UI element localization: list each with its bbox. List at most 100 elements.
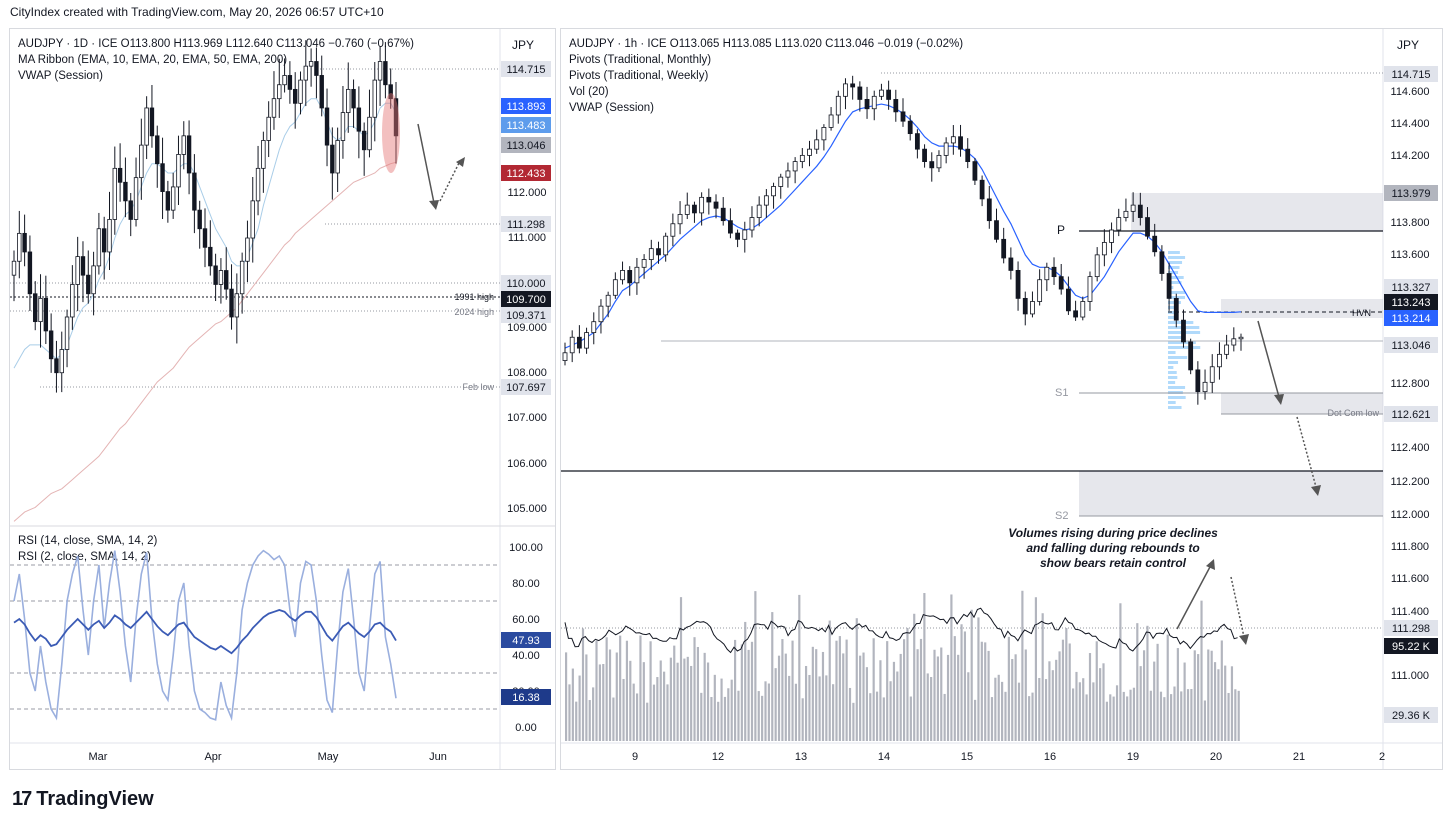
candle-body — [324, 107, 330, 146]
candle-body — [785, 170, 791, 178]
volume-bar — [845, 639, 848, 741]
left-y-tick: 108.000 — [507, 367, 547, 379]
candle-body — [886, 89, 892, 100]
volume-bar — [764, 681, 767, 741]
volume-bars — [565, 590, 1240, 741]
right-x-tick: 9 — [632, 751, 638, 763]
volume-profile-bar — [1168, 346, 1201, 349]
candle-body — [677, 214, 683, 225]
right-x-tick: 15 — [961, 751, 973, 763]
price-label: 95.22 K — [1392, 641, 1431, 653]
volume-bar — [581, 628, 585, 741]
candle-body — [756, 204, 762, 218]
price-label: 111.298 — [1392, 623, 1430, 635]
volume-bar — [690, 665, 693, 741]
pivot-s1-label: S1 — [1055, 387, 1068, 399]
label-1991-high: 1991 high — [454, 292, 494, 302]
candle-body — [38, 298, 43, 323]
volume-bar — [801, 698, 804, 741]
daily-candles — [11, 40, 399, 393]
candle-body — [965, 148, 971, 162]
hourly-candles — [562, 75, 1244, 405]
volume-bar — [1166, 634, 1169, 741]
volume-bar — [1227, 692, 1230, 741]
volume-bar — [1234, 689, 1237, 741]
right-y-tick: 111.600 — [1391, 573, 1429, 585]
left-chart-panel[interactable]: JPY AUDJPY · 1D · ICE O113.800 H113.969 … — [9, 28, 556, 770]
volume-bar — [1102, 663, 1105, 741]
volume-bar — [798, 594, 801, 741]
volume-profile-bar — [1168, 321, 1194, 324]
volume-bar — [1075, 671, 1078, 741]
candle-body — [771, 186, 776, 197]
volume-bar — [730, 679, 733, 741]
candle-body — [576, 336, 582, 349]
footer-brand-text: TradingView — [36, 788, 154, 810]
volume-bar — [953, 636, 956, 741]
volume-ma-line — [564, 607, 1238, 654]
candle-body — [1044, 266, 1050, 281]
candle-body — [1094, 254, 1100, 278]
right-x-tick: 2 — [1379, 751, 1385, 763]
volume-bar — [774, 668, 777, 741]
candle-body — [346, 88, 351, 114]
rebound-arrow-head — [456, 157, 465, 167]
volume-bar — [842, 653, 845, 741]
down-arrow-head — [429, 200, 439, 210]
footer-brand[interactable]: 17 TradingView — [12, 788, 154, 811]
candle-body — [1022, 297, 1028, 315]
volume-bar — [825, 675, 828, 741]
volume-bar — [869, 693, 872, 741]
volume-profile-bar — [1168, 376, 1178, 379]
candle-body — [799, 154, 805, 162]
candle-body — [979, 179, 985, 200]
volume-bar — [933, 649, 936, 741]
volume-bar — [903, 639, 906, 741]
volume-bar — [625, 640, 629, 741]
candle-body — [27, 251, 33, 295]
price-label: 109.700 — [506, 294, 546, 306]
right-y-tick: 113.800 — [1391, 217, 1430, 229]
candle-body — [1195, 369, 1201, 393]
candle-body — [335, 140, 340, 174]
volume-profile-bar — [1168, 316, 1176, 319]
candle-body — [112, 167, 118, 220]
volume-bar — [632, 683, 635, 741]
volume-bar — [1203, 700, 1206, 741]
candle-body — [914, 133, 920, 150]
candle-body — [1001, 238, 1007, 259]
candle-body — [627, 270, 633, 284]
volume-bar — [1048, 661, 1051, 741]
highlight-ellipse — [382, 93, 400, 173]
down-arrow-head — [1274, 394, 1284, 405]
volume-bar — [980, 641, 983, 741]
candle-body — [292, 88, 298, 104]
candle-body — [907, 120, 913, 135]
candle-body — [319, 75, 324, 109]
candle-body — [139, 144, 144, 179]
left-y-tick: 107.000 — [507, 412, 547, 424]
hvn-label: HVN — [1352, 308, 1371, 318]
volume-profile-bar — [1168, 361, 1179, 364]
candle-body — [33, 293, 38, 323]
candle-body — [641, 259, 647, 268]
ema200-line — [13, 161, 397, 522]
price-label: 113.243 — [1392, 297, 1431, 309]
candle-body — [1202, 381, 1208, 393]
right-chart-panel[interactable]: JPY AUDJPY · 1h · ICE O113.065 H113.085 … — [560, 28, 1443, 770]
candle-body — [356, 107, 362, 132]
volume-bar — [1230, 666, 1234, 741]
candle-body — [1231, 338, 1237, 346]
candle-body — [266, 116, 271, 141]
volume-profile-bar — [1168, 311, 1178, 314]
candle-body — [176, 154, 181, 188]
candle-body — [96, 228, 102, 267]
price-label: 29.36 K — [1392, 710, 1431, 722]
candle-body — [372, 79, 377, 118]
volume-bar — [588, 700, 591, 741]
candle-body — [107, 219, 112, 253]
volume-bar — [1224, 665, 1227, 741]
volume-bar — [1173, 686, 1176, 741]
rsi-y-tick: 40.00 — [512, 650, 540, 662]
dotcom-zone — [1221, 393, 1383, 414]
